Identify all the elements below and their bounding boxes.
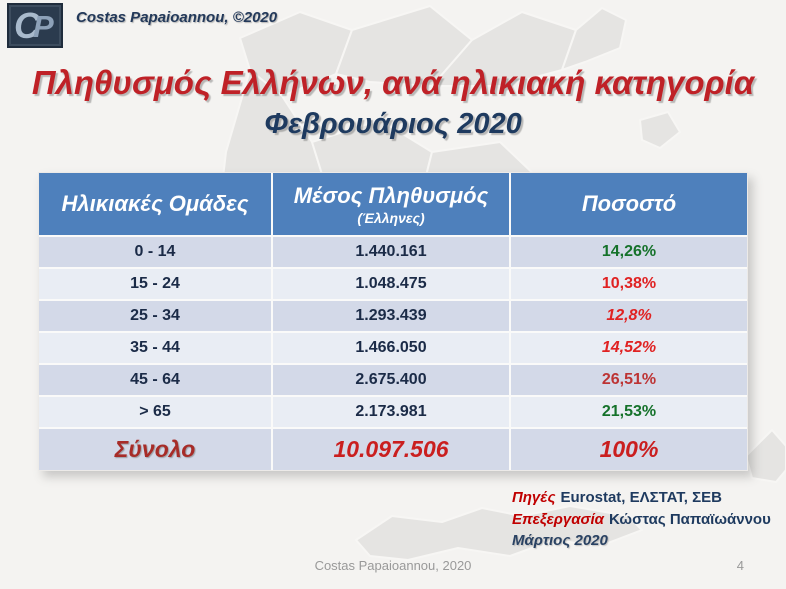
population-cell: 1.466.050 [273, 333, 511, 363]
table-row: 0 - 14 1.440.161 14,26% [39, 237, 747, 267]
header-age-groups: Ηλικιακές Ομάδες [39, 173, 273, 235]
logo-letter-c: C [14, 5, 40, 46]
percent-cell: 10,38% [511, 269, 747, 299]
processing-value: Κώστας Παπαϊωάννου [608, 510, 771, 528]
total-percent-cell: 100% [511, 429, 747, 470]
header-average-population-label: Μέσος Πληθυσμός [293, 182, 489, 208]
percent-cell: 14,52% [511, 333, 747, 363]
logo-letter-p: P [33, 9, 54, 44]
age-group-cell: 45 - 64 [39, 365, 273, 395]
population-table: Ηλικιακές Ομάδες Μέσος Πληθυσμός (Έλληνε… [38, 172, 748, 471]
table-row: 25 - 34 1.293.439 12,8% [39, 301, 747, 331]
sources-date: Μάρτιος 2020 [512, 532, 608, 549]
percent-cell: 12,8% [511, 301, 747, 331]
cp-logo: C P [7, 3, 63, 48]
slide-subtitle: Φεβρουάριος 2020 [264, 108, 522, 140]
total-population-cell: 10.097.506 [273, 429, 511, 470]
percent-cell: 26,51% [511, 365, 747, 395]
table-row: 35 - 44 1.466.050 14,52% [39, 333, 747, 363]
population-cell: 1.048.475 [273, 269, 511, 299]
population-cell: 2.173.981 [273, 397, 511, 427]
population-cell: 1.293.439 [273, 301, 511, 331]
population-cell: 2.675.400 [273, 365, 511, 395]
header-percentage-label: Ποσοστό [581, 191, 677, 216]
sources-block: Πηγές Eurostat, ΕΛΣΤΑΤ, ΣΕΒ Επεξεργασία Κώ… [512, 487, 771, 552]
sources-label: Πηγές [512, 489, 556, 506]
table-row: 45 - 64 2.675.400 26,51% [39, 365, 747, 395]
table-body: 0 - 14 1.440.161 14,26% 15 - 24 1.048.475 10,… [39, 237, 747, 427]
percent-cell: 14,26% [511, 237, 747, 267]
header-percentage: Ποσοστό [511, 173, 747, 235]
age-group-cell: 25 - 34 [39, 301, 273, 331]
processing-label: Επεξεργασία [512, 510, 604, 528]
header-average-population-sublabel: (Έλληνες) [357, 209, 425, 226]
sources-line: Πηγές Eurostat, ΕΛΣΤΑΤ, ΣΕΒ [512, 487, 771, 509]
processing-line: Επεξεργασία Κώστας Παπαϊωάννου [512, 509, 771, 531]
percent-cell: 21,53% [511, 397, 747, 427]
sources-value: Eurostat, ΕΛΣΤΑΤ, ΣΕΒ [560, 489, 722, 506]
header-age-groups-label: Ηλικιακές Ομάδες [61, 191, 249, 216]
page-number: 4 [736, 558, 744, 573]
table-row: > 65 2.173.981 21,53% [39, 397, 747, 427]
slide-title: Πληθυσμός Ελλήνων, ανά ηλικιακή κατηγορί… [31, 64, 755, 101]
total-label-cell: Σύνολο [39, 429, 273, 470]
header-average-population: Μέσος Πληθυσμός (Έλληνες) [273, 173, 511, 235]
table-row: 15 - 24 1.048.475 10,38% [39, 269, 747, 299]
population-cell: 1.440.161 [273, 237, 511, 267]
age-group-cell: 15 - 24 [39, 269, 273, 299]
copyright-text: Costas Papaioannou, ©2020 [76, 9, 278, 26]
footer-credit: Costas Papaioannou, 2020 [314, 558, 472, 573]
table-header-row: Ηλικιακές Ομάδες Μέσος Πληθυσμός (Έλληνε… [39, 173, 747, 235]
age-group-cell: > 65 [39, 397, 273, 427]
age-group-cell: 0 - 14 [39, 237, 273, 267]
table-total-row: Σύνολο 10.097.506 100% [39, 429, 747, 470]
age-group-cell: 35 - 44 [39, 333, 273, 363]
